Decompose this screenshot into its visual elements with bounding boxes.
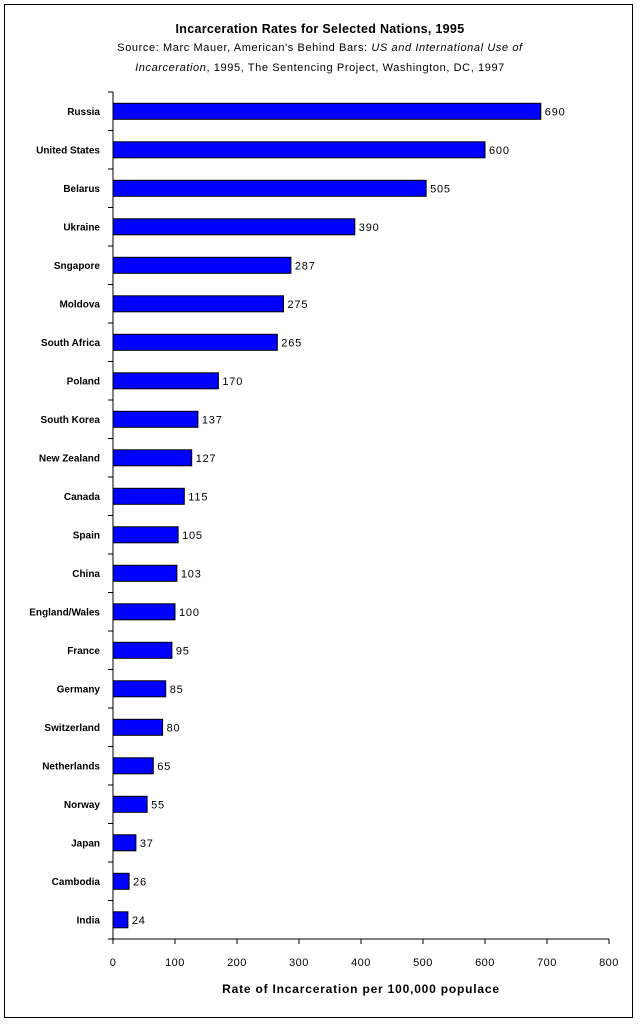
bar bbox=[112, 564, 178, 582]
category-label: Canada bbox=[64, 492, 101, 503]
bar bbox=[112, 218, 356, 236]
value-label: 287 bbox=[295, 260, 316, 272]
axes-group: 0 100 200 300 400 500 600 700 800 bbox=[108, 91, 619, 969]
bar bbox=[112, 256, 292, 274]
chart-source-line-1: Source: Marc Mauer, American's Behind Ba… bbox=[0, 42, 640, 54]
category-label: Norway bbox=[64, 800, 101, 811]
category-label: Spain bbox=[73, 530, 100, 541]
category-label: Ukraine bbox=[63, 222, 100, 233]
x-tick-label: 600 bbox=[475, 957, 495, 969]
value-label: 390 bbox=[359, 222, 380, 234]
bar bbox=[112, 333, 278, 351]
x-tick-label: 700 bbox=[537, 957, 557, 969]
value-label: 24 bbox=[132, 915, 146, 927]
value-label: 137 bbox=[202, 414, 223, 426]
bar bbox=[112, 295, 284, 313]
category-label: England/Wales bbox=[29, 607, 100, 618]
value-label: 55 bbox=[151, 799, 165, 811]
bars-group bbox=[112, 102, 542, 929]
bar bbox=[112, 718, 164, 736]
bar bbox=[112, 102, 542, 120]
x-tick-label: 400 bbox=[351, 957, 371, 969]
source-publication-part-1: US and International Use of bbox=[371, 42, 523, 54]
value-label: 170 bbox=[222, 376, 243, 388]
bar bbox=[112, 680, 167, 698]
x-tick-label: 100 bbox=[165, 957, 185, 969]
source-publication-part-2: Incarceration bbox=[135, 62, 207, 74]
x-axis-label: Rate of Incarceration per 100,000 popula… bbox=[222, 982, 500, 996]
category-label: France bbox=[67, 646, 100, 657]
bar bbox=[112, 410, 199, 428]
category-label: New Zealand bbox=[39, 453, 100, 464]
category-label: Poland bbox=[67, 376, 100, 387]
x-tick-label: 500 bbox=[413, 957, 433, 969]
value-label: 600 bbox=[489, 145, 510, 157]
category-label: Netherlands bbox=[42, 761, 100, 772]
x-tick-label: 0 bbox=[110, 957, 117, 969]
value-label: 37 bbox=[140, 838, 154, 850]
bar bbox=[112, 526, 179, 544]
bar bbox=[112, 641, 173, 659]
chart-title: Incarceration Rates for Selected Nations… bbox=[175, 22, 465, 36]
category-label: United States bbox=[36, 145, 100, 156]
value-label: 265 bbox=[281, 337, 302, 349]
bar bbox=[112, 179, 427, 197]
category-label: Switzerland bbox=[44, 723, 100, 734]
value-label: 105 bbox=[182, 530, 203, 542]
value-label: 26 bbox=[133, 876, 147, 888]
value-label: 80 bbox=[167, 722, 181, 734]
value-label: 100 bbox=[179, 607, 200, 619]
x-tick-label: 300 bbox=[289, 957, 309, 969]
bar bbox=[112, 487, 185, 505]
value-label: 505 bbox=[430, 183, 451, 195]
chart-source-line-2: Incarceration, 1995, The Sentencing Proj… bbox=[0, 62, 640, 74]
category-label: India bbox=[77, 915, 101, 926]
value-label: 127 bbox=[196, 453, 217, 465]
category-label: Moldova bbox=[59, 299, 100, 310]
bar bbox=[112, 141, 486, 159]
bar bbox=[112, 911, 129, 929]
x-tick-label: 800 bbox=[599, 957, 619, 969]
chart-frame bbox=[4, 4, 633, 1018]
category-label: Belarus bbox=[63, 184, 100, 195]
bar bbox=[112, 449, 193, 467]
bar bbox=[112, 372, 219, 390]
value-label: 690 bbox=[545, 106, 566, 118]
category-label: Germany bbox=[57, 684, 101, 695]
value-labels-group: 690 600 505 390 287 275 265 170 137 127 115 105 103 1… bbox=[132, 106, 566, 927]
category-label: Sngapore bbox=[54, 261, 101, 272]
source-prefix: Source: Marc Mauer, American's Behind Ba… bbox=[117, 42, 372, 54]
category-label: Russia bbox=[67, 107, 100, 118]
bar bbox=[112, 834, 137, 852]
category-label: China bbox=[72, 569, 100, 580]
category-label: Cambodia bbox=[52, 877, 101, 888]
category-labels-group: Russia United States Belarus Ukraine Sngapor… bbox=[29, 107, 101, 926]
value-label: 103 bbox=[181, 568, 202, 580]
category-label: South Africa bbox=[41, 338, 101, 349]
bar bbox=[112, 795, 148, 813]
value-label: 65 bbox=[157, 761, 171, 773]
bar bbox=[112, 757, 154, 775]
bar bbox=[112, 603, 176, 621]
x-tick-label: 200 bbox=[227, 957, 247, 969]
category-label: Japan bbox=[71, 838, 100, 849]
value-label: 115 bbox=[188, 491, 208, 503]
value-label: 275 bbox=[288, 299, 309, 311]
value-label: 85 bbox=[170, 684, 184, 696]
bar bbox=[112, 872, 130, 890]
value-label: 95 bbox=[176, 645, 190, 657]
category-label: South Korea bbox=[41, 415, 101, 426]
source-suffix: , 1995, The Sentencing Project, Washingt… bbox=[206, 62, 505, 74]
